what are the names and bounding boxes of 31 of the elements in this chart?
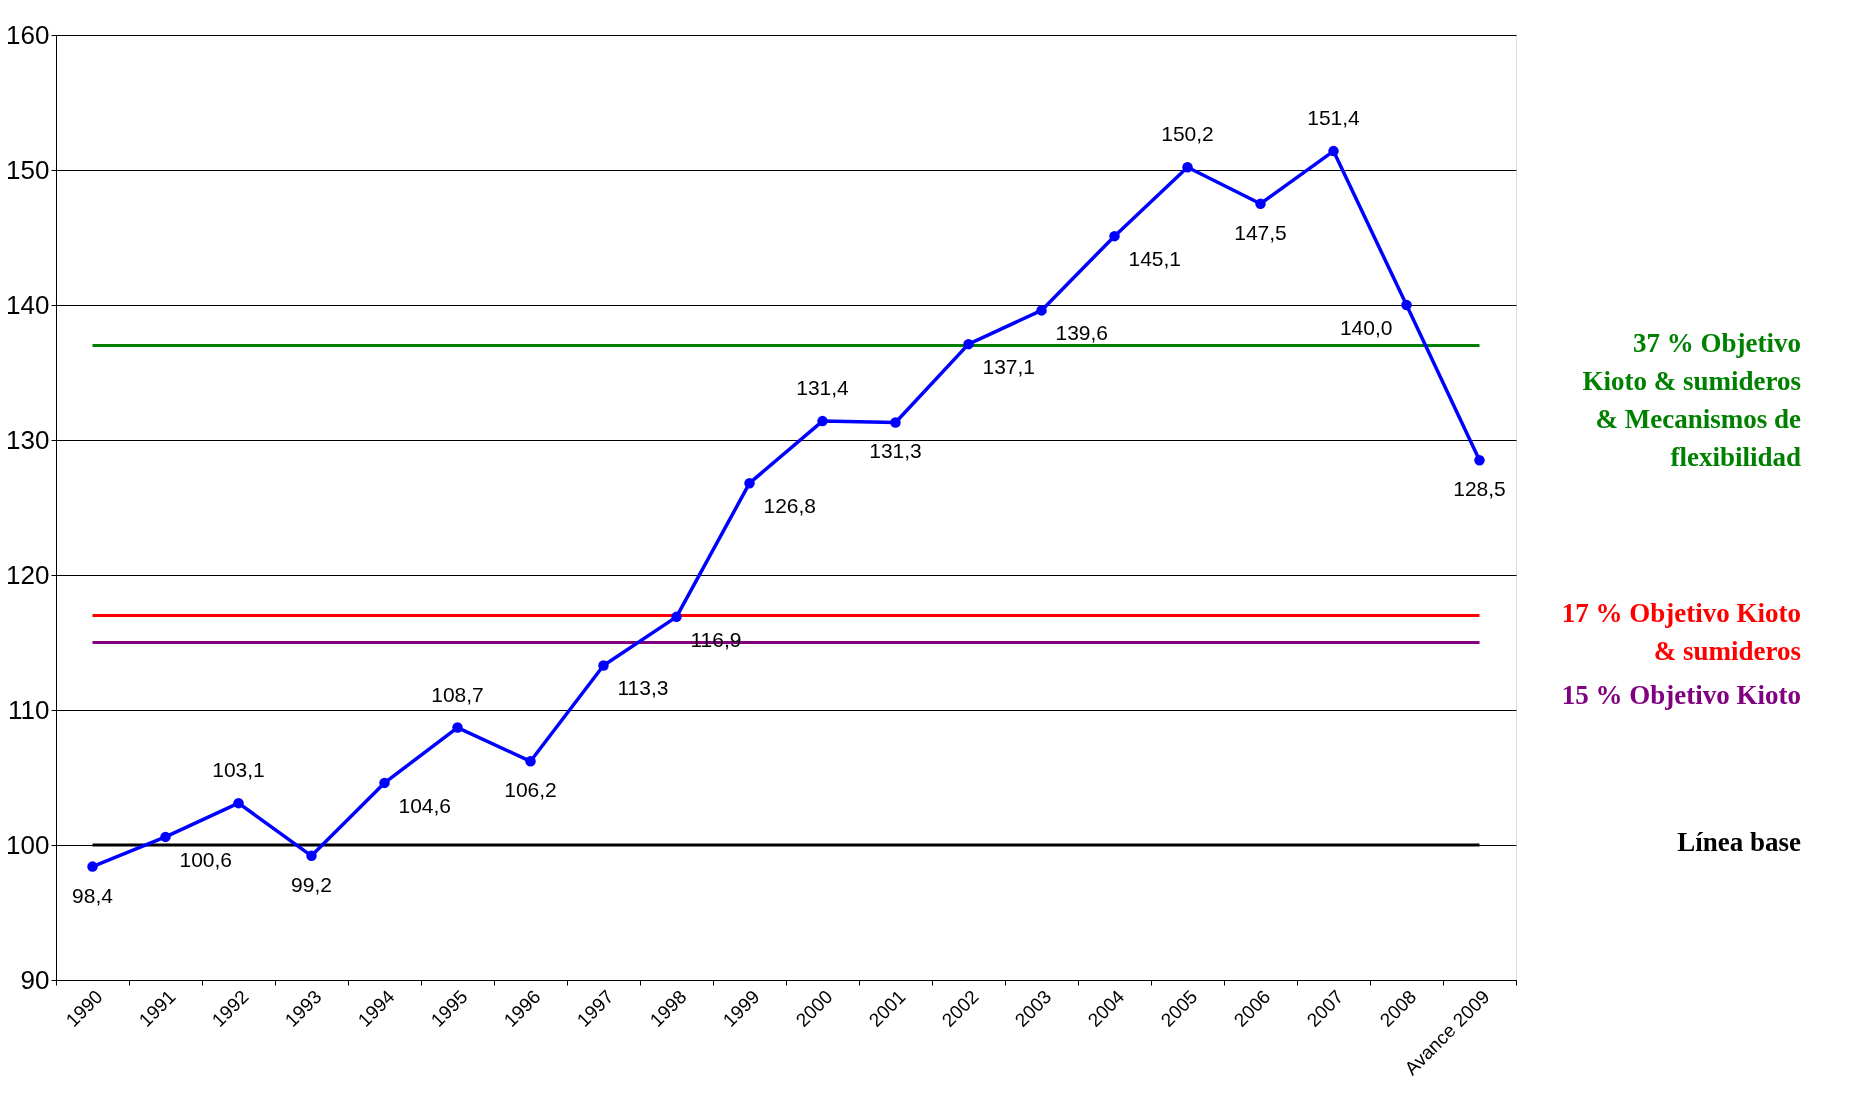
y-tick-label: 100 bbox=[6, 829, 50, 860]
y-tick-label: 160 bbox=[6, 19, 50, 50]
data-label: 100,6 bbox=[179, 847, 233, 871]
data-label: 139,6 bbox=[1055, 321, 1109, 345]
y-tick-label: 90 bbox=[20, 964, 50, 995]
data-label: 126,8 bbox=[763, 494, 817, 518]
data-label: 147,5 bbox=[1234, 220, 1287, 244]
data-label: 108,7 bbox=[431, 682, 484, 706]
data-label: 151,4 bbox=[1307, 106, 1361, 130]
ref-line-label: 17 % Objetivo Kioto & sumideros bbox=[1561, 597, 1801, 666]
ref-line-label: 15 % Objetivo Kioto bbox=[1561, 679, 1801, 710]
data-label: 113,3 bbox=[617, 676, 669, 700]
ref-line-label: 37 % Objetivo Kioto & sumideros & Mecanismos de flexibilidad bbox=[1582, 327, 1802, 472]
data-label: 106,2 bbox=[504, 778, 557, 802]
y-tick-label: 140 bbox=[6, 289, 50, 320]
data-label: 103,1 bbox=[212, 758, 265, 782]
y-tick-label: 130 bbox=[6, 424, 50, 455]
data-label: 104,6 bbox=[398, 793, 452, 817]
data-label: 145,1 bbox=[1128, 247, 1182, 271]
data-label: 137,1 bbox=[982, 355, 1036, 379]
data-label: 150,2 bbox=[1161, 122, 1214, 146]
y-tick-label: 120 bbox=[6, 559, 50, 590]
data-label: 140,0 bbox=[1339, 316, 1393, 339]
data-label: 98,4 bbox=[72, 883, 114, 907]
data-label: 131,4 bbox=[796, 376, 850, 400]
y-tick-label: 150 bbox=[6, 154, 50, 185]
data-label: 131,3 bbox=[869, 439, 922, 463]
data-label: 99,2 bbox=[291, 872, 332, 896]
data-label: 128,5 bbox=[1453, 477, 1506, 501]
ref-line-label: Línea base bbox=[1677, 827, 1801, 857]
y-tick-label: 110 bbox=[8, 694, 50, 725]
